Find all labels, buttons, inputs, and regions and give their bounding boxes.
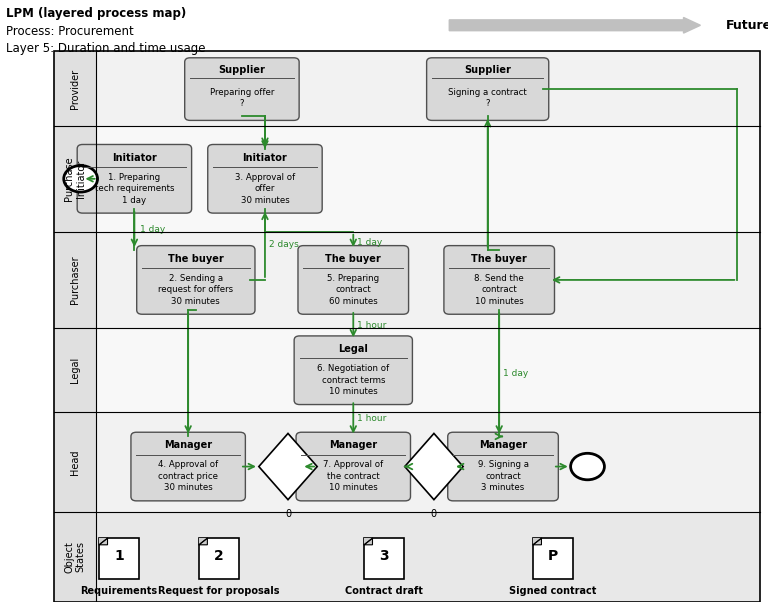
Bar — [54, 126, 96, 232]
FancyBboxPatch shape — [448, 432, 558, 501]
Text: The buyer: The buyer — [326, 254, 381, 264]
Text: P: P — [548, 548, 558, 563]
Text: 0: 0 — [285, 509, 291, 519]
Text: Supplier: Supplier — [218, 65, 266, 75]
Polygon shape — [364, 538, 372, 545]
FancyBboxPatch shape — [131, 432, 246, 501]
Bar — [54, 412, 96, 512]
Text: 1. Preparing
tech requirements
1 day: 1. Preparing tech requirements 1 day — [94, 173, 174, 205]
Polygon shape — [199, 538, 207, 545]
Bar — [54, 412, 760, 512]
Bar — [54, 512, 96, 602]
FancyBboxPatch shape — [427, 58, 548, 120]
Text: Requirements: Requirements — [81, 586, 157, 597]
Text: Manager: Manager — [479, 441, 527, 450]
Bar — [533, 538, 573, 579]
Text: 4. Approval of
contract price
30 minutes: 4. Approval of contract price 30 minutes — [158, 461, 218, 492]
Text: 5. Preparing
contract
60 minutes: 5. Preparing contract 60 minutes — [327, 274, 379, 306]
Text: 2 days: 2 days — [269, 240, 299, 249]
Text: 2. Sending a
request for offers
30 minutes: 2. Sending a request for offers 30 minut… — [158, 274, 233, 306]
Text: Future: Future — [726, 19, 768, 32]
Text: Initiator: Initiator — [112, 153, 157, 163]
Text: Purchaser: Purchaser — [70, 256, 80, 304]
Polygon shape — [533, 538, 541, 545]
Text: Purchase
Initiator: Purchase Initiator — [64, 157, 86, 202]
Bar — [54, 51, 96, 126]
Polygon shape — [364, 538, 372, 545]
Text: Head: Head — [70, 449, 80, 475]
FancyBboxPatch shape — [207, 144, 323, 213]
Text: Process: Procurement: Process: Procurement — [6, 25, 134, 38]
Bar — [54, 328, 96, 412]
Text: 3: 3 — [379, 548, 389, 563]
Text: The buyer: The buyer — [168, 254, 223, 264]
Bar — [54, 328, 760, 412]
FancyBboxPatch shape — [298, 246, 409, 314]
Text: 9. Signing a
contract
3 minutes: 9. Signing a contract 3 minutes — [478, 461, 528, 492]
Text: 1 day: 1 day — [357, 238, 382, 247]
FancyBboxPatch shape — [296, 432, 410, 501]
FancyBboxPatch shape — [444, 246, 554, 314]
Bar — [199, 538, 239, 579]
Text: The buyer: The buyer — [472, 254, 527, 264]
Bar — [54, 512, 760, 602]
Text: Layer 5: Duration and time usage: Layer 5: Duration and time usage — [6, 42, 206, 55]
Polygon shape — [259, 433, 317, 500]
Bar — [99, 538, 139, 579]
FancyArrow shape — [449, 17, 700, 33]
Text: Provider: Provider — [70, 69, 80, 109]
Bar — [54, 232, 760, 328]
Circle shape — [64, 166, 98, 192]
FancyBboxPatch shape — [294, 336, 412, 405]
Text: Contract draft: Contract draft — [345, 586, 423, 597]
Text: 8. Send the
contract
10 minutes: 8. Send the contract 10 minutes — [475, 274, 524, 306]
Text: LPM (layered process map): LPM (layered process map) — [6, 7, 187, 20]
Polygon shape — [99, 538, 108, 545]
Text: Signed contract: Signed contract — [509, 586, 597, 597]
Text: 1 day: 1 day — [140, 225, 165, 234]
Text: Legal: Legal — [339, 344, 368, 354]
Bar — [54, 232, 96, 328]
Circle shape — [571, 453, 604, 480]
Text: 0: 0 — [431, 509, 437, 519]
FancyBboxPatch shape — [137, 246, 255, 314]
FancyBboxPatch shape — [77, 144, 191, 213]
Text: 3. Approval of
offer
30 minutes: 3. Approval of offer 30 minutes — [235, 173, 295, 205]
FancyBboxPatch shape — [184, 58, 300, 120]
Bar — [364, 538, 404, 579]
Text: Object
States: Object States — [64, 541, 86, 573]
Text: 1 day: 1 day — [503, 369, 528, 377]
Text: Manager: Manager — [329, 441, 377, 450]
Text: 1: 1 — [114, 548, 124, 563]
Text: Initiator: Initiator — [243, 153, 287, 163]
Bar — [54, 51, 760, 126]
Text: Legal: Legal — [70, 357, 80, 383]
Text: 1 hour: 1 hour — [357, 414, 386, 423]
Bar — [54, 126, 760, 232]
Text: Request for proposals: Request for proposals — [158, 586, 280, 597]
Polygon shape — [199, 538, 207, 545]
Text: 2: 2 — [214, 548, 223, 563]
Text: 7. Approval of
the contract
10 minutes: 7. Approval of the contract 10 minutes — [323, 461, 383, 492]
Text: Signing a contract
?: Signing a contract ? — [449, 88, 527, 108]
Polygon shape — [533, 538, 541, 545]
Text: 1 hour: 1 hour — [357, 321, 386, 329]
Text: Supplier: Supplier — [464, 65, 511, 75]
Text: 6. Negotiation of
contract terms
10 minutes: 6. Negotiation of contract terms 10 minu… — [317, 364, 389, 396]
Polygon shape — [405, 433, 463, 500]
Polygon shape — [99, 538, 108, 545]
Text: Preparing offer
?: Preparing offer ? — [210, 88, 274, 108]
Text: Manager: Manager — [164, 441, 212, 450]
